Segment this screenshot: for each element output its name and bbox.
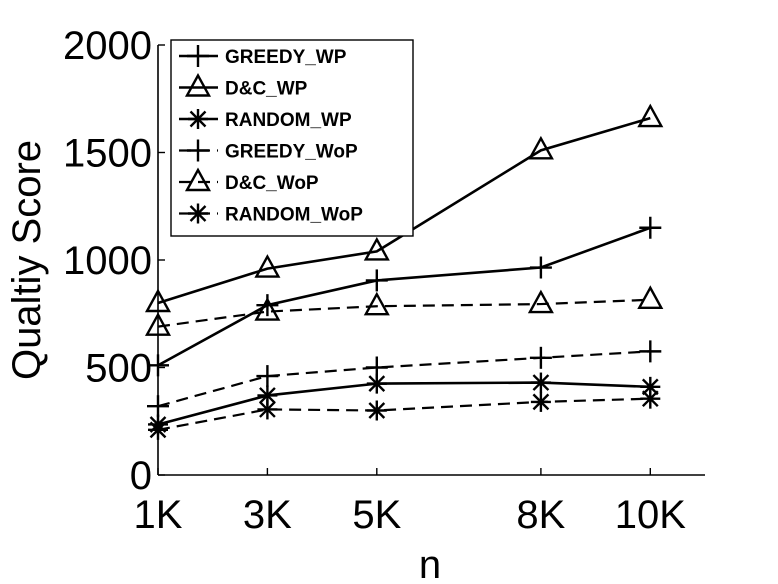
data-point-asterisk <box>530 391 551 412</box>
data-point-asterisk <box>530 372 551 393</box>
x-tick-label: 3K <box>243 493 292 537</box>
data-point-triangle <box>363 236 390 261</box>
data-point-triangle <box>254 254 281 278</box>
data-point-plus <box>529 256 552 279</box>
data-point-asterisk <box>366 400 387 421</box>
series-line <box>157 116 651 305</box>
y-ticks: 0 500 1000 1500 2000 <box>63 24 165 498</box>
data-point-plus <box>365 269 388 292</box>
data-point-asterisk <box>257 399 278 420</box>
data-point-plus <box>365 356 388 379</box>
legend-label: GREEDY_WP <box>225 47 347 68</box>
series-0 <box>147 216 662 377</box>
series-2 <box>148 372 661 435</box>
x-ticks: 1K 3K 5K 8K 10K <box>134 468 686 537</box>
legend-label: D&C_WP <box>225 79 308 100</box>
legend-entry: GREEDY_WoP <box>179 139 358 163</box>
data-point-asterisk <box>640 388 661 409</box>
series-group <box>144 103 664 440</box>
y-tick-label: 1000 <box>63 239 152 283</box>
legend-marker-plus <box>187 139 209 162</box>
legend-entry: RANDOM_WoP <box>179 203 363 226</box>
series-line <box>157 226 651 367</box>
legend-marker-asterisk <box>188 109 208 129</box>
series-line <box>157 381 651 426</box>
legend-entry: D&C_WoP <box>179 167 319 194</box>
legend-marker-triangle <box>184 167 212 192</box>
legend-label: RANDOM_WP <box>225 110 352 131</box>
y-tick-label: 500 <box>85 347 152 391</box>
data-point-plus <box>256 365 279 388</box>
series-line <box>157 350 651 408</box>
x-tick-label: 1K <box>134 493 183 537</box>
series-3 <box>147 340 662 418</box>
y-tick-label: 2000 <box>63 24 152 68</box>
x-tick-label: 5K <box>352 493 401 537</box>
data-point-plus <box>529 346 552 369</box>
x-tick-label: 8K <box>516 493 565 537</box>
y-axis-label: Qualtiy Score <box>5 140 49 380</box>
legend-label: D&C_WoP <box>225 173 319 194</box>
x-tick-label: 10K <box>615 493 686 537</box>
data-point-plus <box>147 354 169 377</box>
data-point-triangle <box>363 291 390 316</box>
legend-marker-triangle <box>184 73 212 97</box>
series-1 <box>144 103 664 313</box>
data-point-triangle <box>144 288 172 313</box>
legend-label: RANDOM_WoP <box>225 205 363 226</box>
series-line <box>157 397 651 431</box>
legend: GREEDY_WP D&C_WP RANDOM_WP GREEDY_WoP D&C_Wo… <box>170 39 414 237</box>
x-axis-label: n <box>419 543 441 584</box>
legend-box <box>170 39 414 237</box>
data-point-triangle <box>637 285 664 309</box>
data-point-triangle <box>144 312 172 336</box>
y-tick-label: 0 <box>130 454 152 498</box>
legend-label: GREEDY_WoP <box>225 142 358 163</box>
data-point-asterisk <box>148 419 168 440</box>
data-point-plus <box>639 216 662 239</box>
series-4 <box>144 285 664 336</box>
data-point-triangle <box>254 297 281 321</box>
data-point-triangle <box>527 289 554 314</box>
legend-entry: GREEDY_WP <box>179 45 347 68</box>
series-line <box>157 298 651 328</box>
data-point-asterisk <box>257 385 278 406</box>
legend-marker-asterisk <box>188 203 208 224</box>
series-5 <box>148 388 661 440</box>
legend-entry: RANDOM_WP <box>179 109 352 131</box>
data-point-triangle <box>637 103 664 128</box>
data-point-triangle <box>527 135 554 160</box>
legend-marker-plus <box>187 45 209 67</box>
data-point-plus <box>147 395 169 418</box>
data-point-plus <box>639 340 662 363</box>
y-tick-label: 1500 <box>63 132 152 176</box>
legend-entry: D&C_WP <box>179 73 308 100</box>
